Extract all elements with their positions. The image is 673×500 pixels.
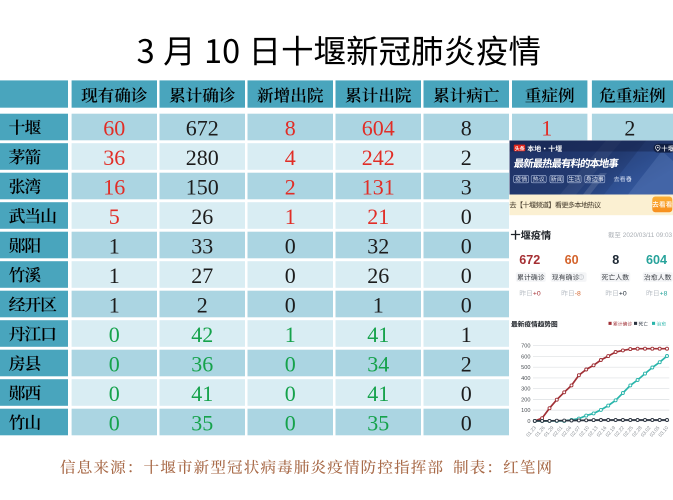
svg-text:604: 604: [362, 116, 395, 141]
svg-text:2: 2: [624, 116, 635, 141]
svg-text:280: 280: [186, 145, 219, 170]
svg-text:1: 1: [109, 293, 120, 318]
svg-text:150: 150: [186, 175, 219, 200]
svg-text:+0: +0: [533, 291, 541, 298]
svg-text:3: 3: [461, 175, 472, 200]
svg-text:0: 0: [285, 411, 296, 436]
svg-text:0: 0: [109, 322, 120, 347]
svg-text:0: 0: [285, 381, 296, 406]
svg-text:0: 0: [109, 411, 120, 436]
svg-text:1: 1: [285, 322, 296, 347]
svg-text:41: 41: [367, 381, 389, 406]
svg-text:2: 2: [461, 145, 472, 170]
svg-text:500: 500: [521, 365, 530, 371]
svg-text:1: 1: [109, 263, 120, 288]
svg-text:700: 700: [521, 344, 530, 350]
svg-text:4: 4: [285, 145, 296, 170]
svg-text:26: 26: [191, 204, 213, 229]
svg-text:34: 34: [367, 352, 389, 377]
svg-text:2: 2: [197, 293, 208, 318]
svg-text:0: 0: [461, 293, 472, 318]
svg-text:0: 0: [285, 293, 296, 318]
svg-text:41: 41: [367, 322, 389, 347]
svg-text:400: 400: [521, 376, 530, 382]
svg-text:36: 36: [103, 145, 125, 170]
svg-text:2020/03/11 09:03 (: 2020/03/11 09:03 (: [623, 232, 673, 239]
svg-text:32: 32: [367, 234, 389, 259]
svg-text:35: 35: [191, 411, 213, 436]
svg-text:60: 60: [565, 253, 579, 267]
svg-text:100: 100: [521, 408, 530, 414]
svg-text:0: 0: [461, 234, 472, 259]
svg-text:41: 41: [191, 381, 213, 406]
svg-text:672: 672: [186, 116, 219, 141]
svg-text:600: 600: [521, 354, 530, 360]
svg-text:8: 8: [612, 253, 619, 267]
svg-text:1: 1: [373, 293, 384, 318]
svg-text:16: 16: [103, 175, 125, 200]
svg-text:2: 2: [461, 352, 472, 377]
svg-text:300: 300: [521, 387, 530, 393]
svg-text:35: 35: [367, 411, 389, 436]
svg-text:+0: +0: [619, 291, 627, 298]
svg-text:0: 0: [285, 352, 296, 377]
svg-text:5: 5: [109, 204, 120, 229]
svg-text:21: 21: [367, 204, 389, 229]
svg-text:27: 27: [191, 263, 213, 288]
svg-text:0: 0: [461, 411, 472, 436]
svg-text:8: 8: [285, 116, 296, 141]
svg-text:1: 1: [461, 322, 472, 347]
svg-text:0: 0: [285, 234, 296, 259]
svg-text:0: 0: [461, 263, 472, 288]
svg-text:1: 1: [109, 234, 120, 259]
svg-text:33: 33: [191, 234, 213, 259]
svg-text:26: 26: [367, 263, 389, 288]
svg-text:0: 0: [285, 263, 296, 288]
svg-text:?: ?: [580, 275, 583, 280]
svg-text:60: 60: [103, 116, 125, 141]
svg-text:2: 2: [285, 175, 296, 200]
svg-text:604: 604: [646, 253, 667, 267]
svg-text:0: 0: [109, 381, 120, 406]
svg-text:0: 0: [461, 381, 472, 406]
svg-text:131: 131: [362, 175, 395, 200]
svg-text:1: 1: [285, 204, 296, 229]
svg-text:0: 0: [109, 352, 120, 377]
svg-text:0: 0: [461, 204, 472, 229]
svg-text:1: 1: [541, 116, 552, 141]
svg-text:0: 0: [527, 419, 530, 425]
svg-text:42: 42: [191, 322, 213, 347]
svg-text:8: 8: [461, 116, 472, 141]
svg-text:200: 200: [521, 397, 530, 403]
svg-text:+8: +8: [660, 291, 668, 298]
svg-text:36: 36: [191, 352, 213, 377]
svg-text:672: 672: [519, 253, 540, 267]
svg-text:-8: -8: [575, 291, 581, 298]
svg-text:242: 242: [362, 145, 395, 170]
